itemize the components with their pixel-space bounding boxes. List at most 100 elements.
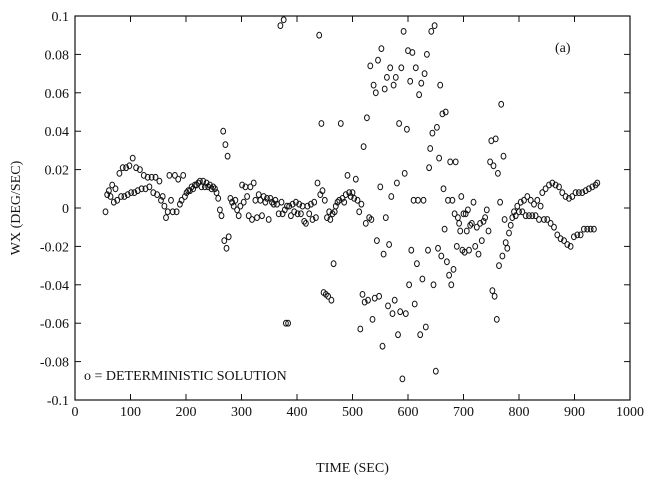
data-point <box>182 193 188 200</box>
data-point <box>325 292 332 300</box>
data-point <box>288 212 294 220</box>
data-point <box>154 191 161 199</box>
data-point <box>465 206 471 214</box>
data-point <box>342 191 349 199</box>
data-point <box>384 74 390 81</box>
data-point <box>124 191 131 199</box>
data-point <box>559 189 566 197</box>
data-point <box>576 189 582 197</box>
data-point <box>144 173 151 181</box>
data-point <box>463 227 470 235</box>
data-point <box>418 79 425 87</box>
data-point <box>364 114 370 122</box>
data-point <box>399 375 406 383</box>
data-point <box>500 152 507 160</box>
data-point <box>245 212 252 220</box>
axis-ticks: 0 100 200 300 400 500 600 700 800 900 1000 -0.1 -0.0… <box>40 10 644 420</box>
data-point <box>470 198 477 206</box>
data-point <box>177 200 183 208</box>
data-point <box>385 302 391 310</box>
data-point <box>298 210 304 218</box>
x-tick-label: 1000 <box>616 405 644 420</box>
data-point <box>293 198 299 206</box>
data-point <box>425 246 431 254</box>
data-point <box>360 143 367 151</box>
data-point <box>426 164 433 172</box>
data-point <box>415 196 421 204</box>
data-point <box>587 225 594 233</box>
data-point <box>294 210 301 218</box>
data-point <box>159 193 166 200</box>
data-point <box>313 214 319 222</box>
data-point <box>301 218 308 225</box>
data-point <box>430 281 437 289</box>
data-point <box>397 308 404 316</box>
data-point <box>229 198 236 206</box>
data-point <box>356 208 363 216</box>
data-point <box>215 195 222 202</box>
data-point <box>319 187 326 195</box>
data-point <box>480 218 487 225</box>
data-point <box>524 193 531 200</box>
data-point <box>551 223 557 231</box>
data-point <box>532 212 539 220</box>
data-point <box>557 235 564 243</box>
data-point <box>493 316 500 323</box>
data-point <box>409 49 416 56</box>
data-point <box>207 181 213 189</box>
data-point <box>168 196 174 204</box>
data-point <box>526 212 532 220</box>
data-point <box>262 198 269 206</box>
data-point <box>440 185 447 193</box>
data-point <box>446 271 453 279</box>
data-point <box>521 196 527 204</box>
x-tick-label: 200 <box>176 405 197 420</box>
data-point <box>265 216 272 223</box>
data-point <box>222 141 229 149</box>
data-point <box>341 198 348 206</box>
data-point <box>586 185 592 193</box>
data-point <box>148 173 155 181</box>
data-point <box>562 193 569 200</box>
data-point <box>123 164 129 172</box>
data-point <box>449 196 456 204</box>
data-point <box>487 158 494 166</box>
y-tick-label: 0.02 <box>45 164 70 179</box>
data-point <box>369 316 376 323</box>
data-point <box>158 196 164 204</box>
data-point <box>336 196 343 204</box>
data-point <box>221 237 228 245</box>
data-point <box>306 210 313 218</box>
data-point <box>495 170 501 177</box>
x-tick-label: 600 <box>398 405 419 420</box>
data-point <box>429 129 436 137</box>
data-point <box>232 196 239 204</box>
data-point <box>388 193 395 200</box>
data-point <box>237 202 244 210</box>
data-point <box>498 100 505 108</box>
data-point <box>326 208 333 216</box>
data-point <box>210 183 217 191</box>
data-point <box>272 196 279 204</box>
x-tick-label: 900 <box>564 405 585 420</box>
data-point <box>396 120 403 127</box>
data-point <box>442 108 449 116</box>
data-point <box>104 191 111 199</box>
data-point <box>337 120 344 127</box>
data-point <box>529 212 536 220</box>
data-point <box>561 237 567 245</box>
data-point <box>431 22 438 30</box>
data-point <box>218 212 225 220</box>
data-point <box>490 162 497 170</box>
data-point <box>444 258 450 266</box>
data-point <box>318 120 325 127</box>
data-point <box>380 250 387 258</box>
data-point <box>501 216 508 223</box>
data-point <box>280 16 287 24</box>
data-point <box>119 164 126 172</box>
data-point <box>527 196 534 204</box>
data-point <box>193 181 200 189</box>
data-point <box>208 185 215 193</box>
data-point <box>332 202 339 210</box>
data-point <box>304 202 311 210</box>
